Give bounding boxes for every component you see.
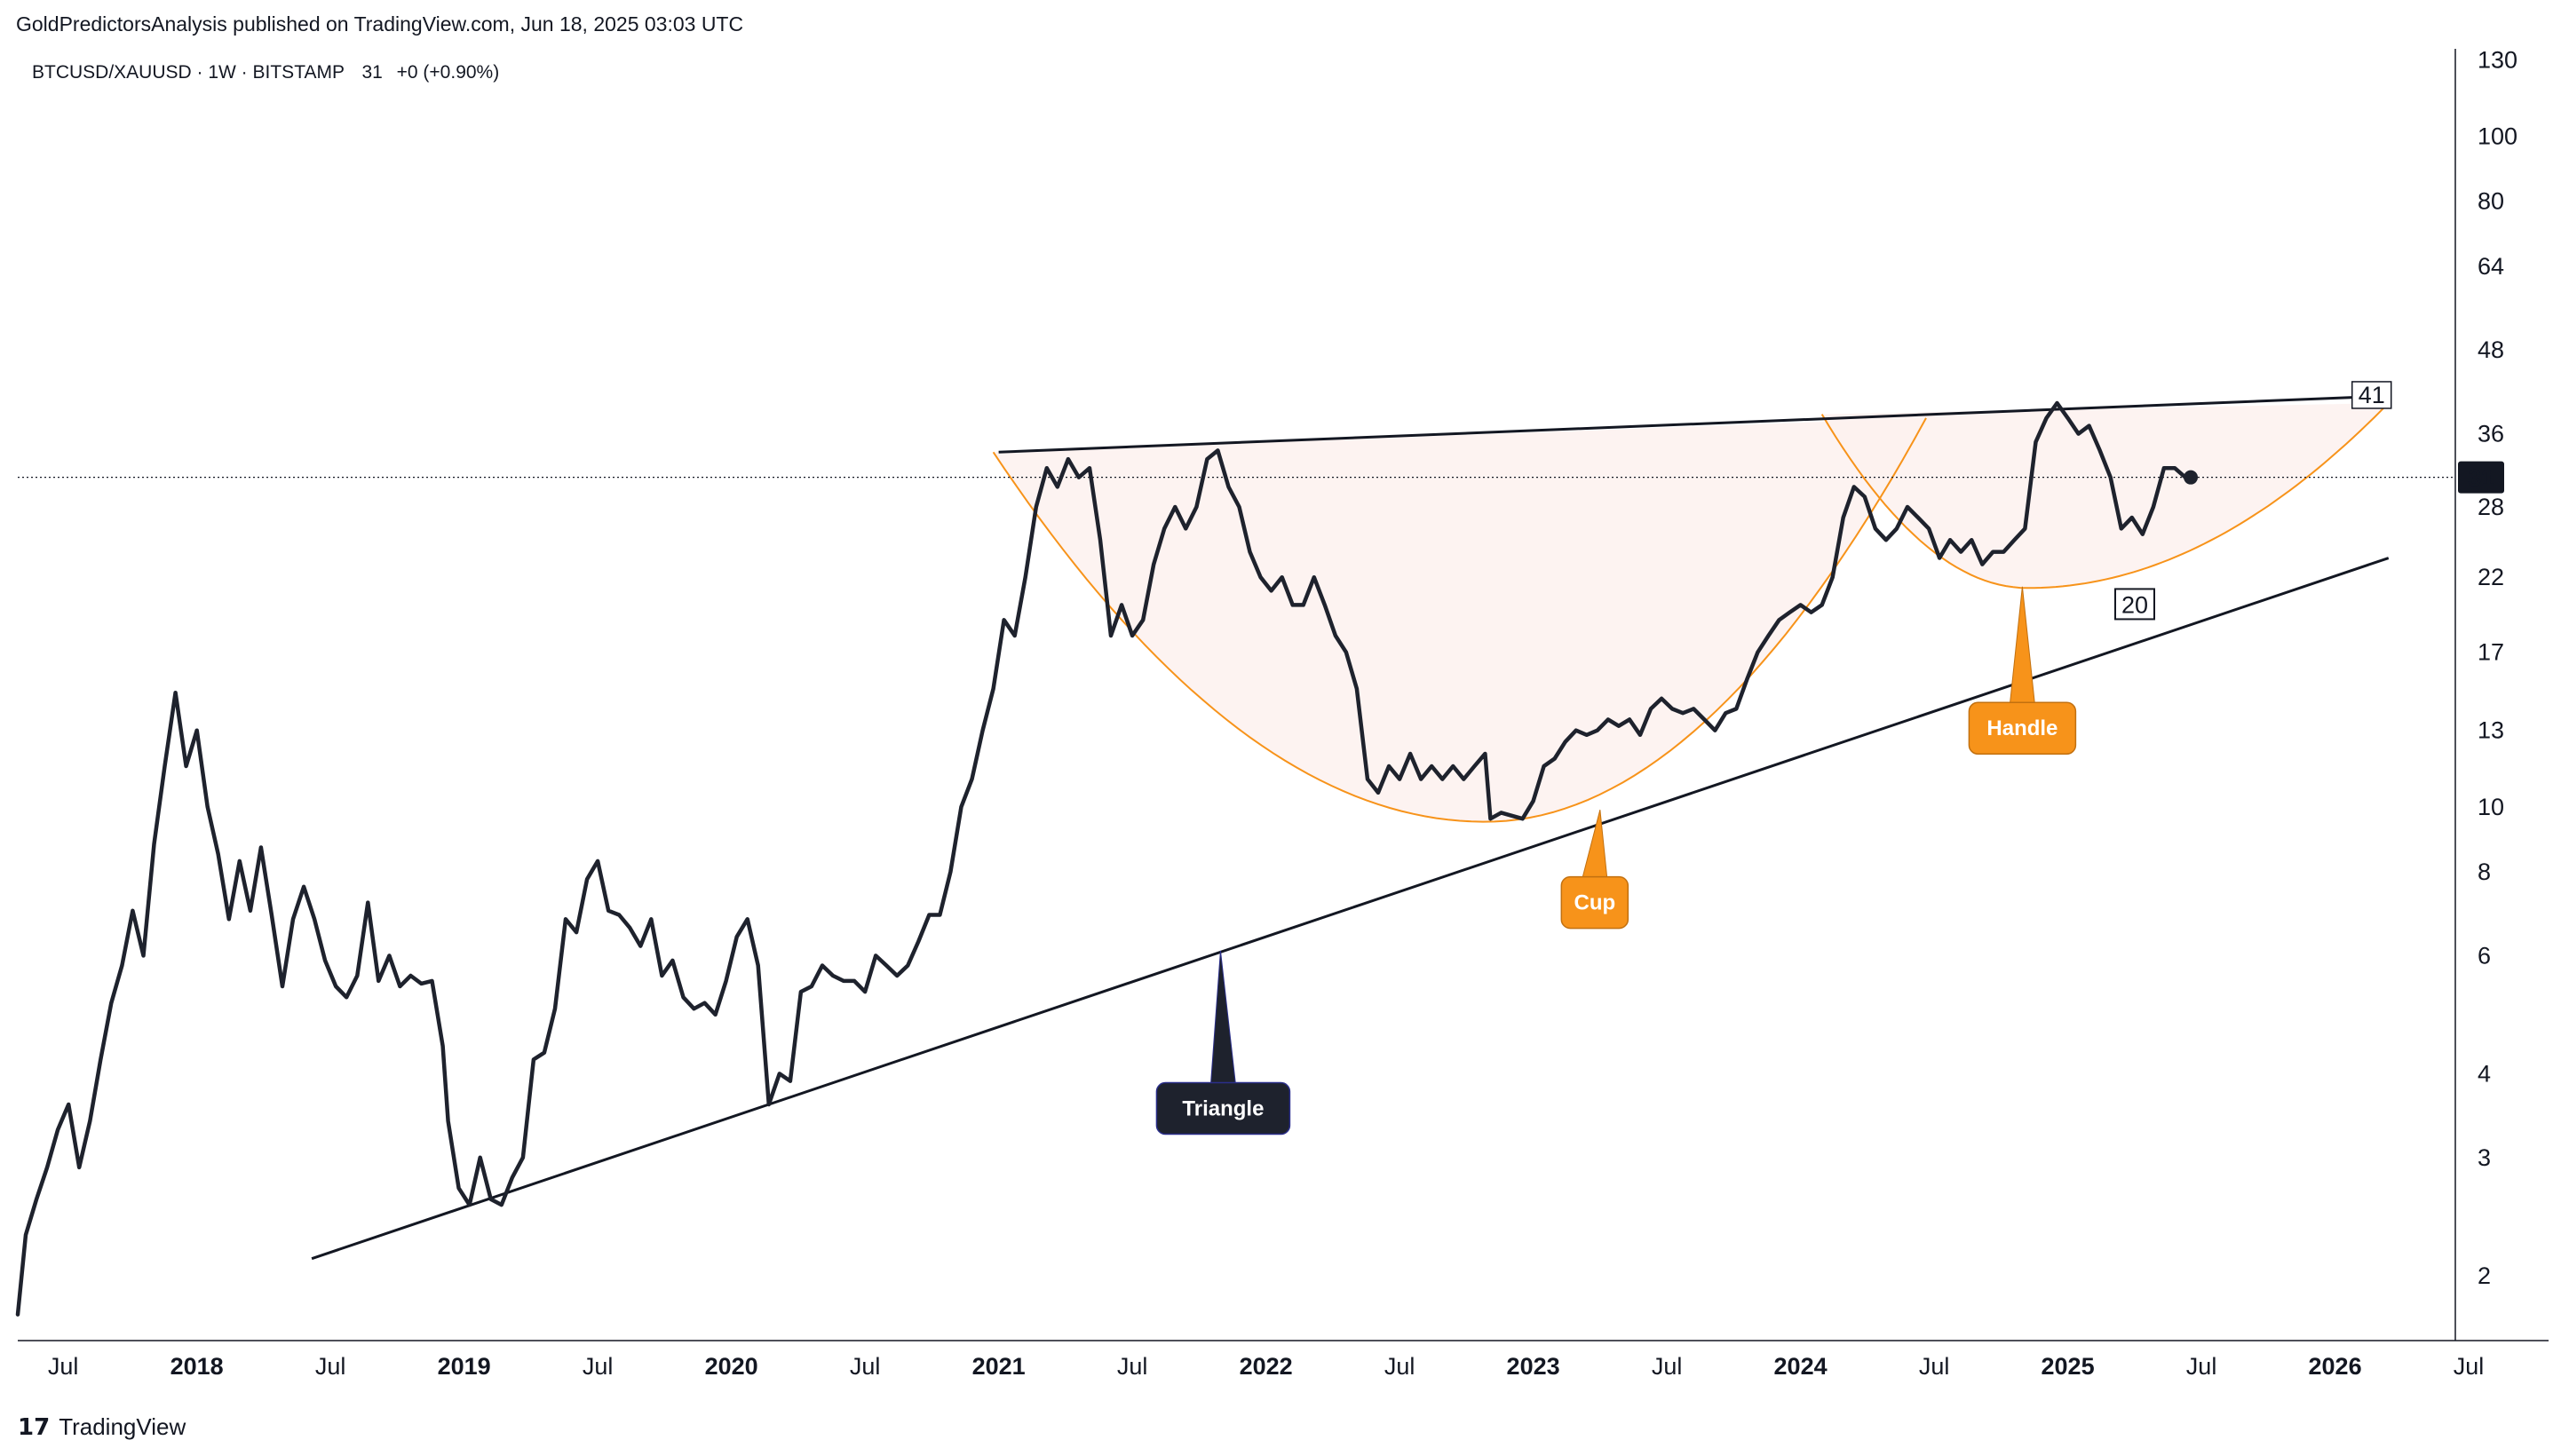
last-price-badge bbox=[2458, 461, 2504, 494]
annotations: Triangle Cup Handle bbox=[1155, 586, 2077, 1136]
cup-curves bbox=[992, 402, 2390, 823]
y-tick-label: 100 bbox=[2478, 123, 2517, 149]
price-line bbox=[15, 400, 2188, 1317]
x-tick-label: 2018 bbox=[170, 1353, 224, 1380]
tradingview-logo-icon[interactable]: 17 bbox=[18, 1413, 51, 1441]
y-tick-label: 130 bbox=[2478, 46, 2517, 73]
tradingview-brand[interactable]: TradingView bbox=[59, 1413, 186, 1440]
y-tick-label: 4 bbox=[2478, 1060, 2491, 1087]
triangle-pointer bbox=[1209, 950, 1237, 1086]
handle-label: Handle bbox=[1986, 716, 2058, 740]
x-tick-label: Jul bbox=[850, 1353, 881, 1380]
x-tick-label: Jul bbox=[583, 1353, 614, 1380]
cup-bubble bbox=[1560, 875, 1629, 930]
x-tick-label: Jul bbox=[315, 1353, 346, 1380]
x-tick-label: Jul bbox=[1384, 1353, 1415, 1380]
resistance-label-box bbox=[2351, 381, 2392, 409]
cup-pointer bbox=[1582, 809, 1608, 880]
resistance-trendline bbox=[998, 394, 2389, 454]
y-tick-label: 36 bbox=[2478, 421, 2504, 447]
triangle-label: Triangle bbox=[1182, 1097, 1264, 1121]
x-tick-label: 2020 bbox=[705, 1353, 758, 1380]
x-tick-label: 2019 bbox=[438, 1353, 491, 1380]
triangle-bubble bbox=[1155, 1081, 1291, 1136]
price-series bbox=[15, 400, 2199, 1317]
y-tick-label: 28 bbox=[2478, 494, 2504, 520]
y-tick-label: 3 bbox=[2478, 1144, 2491, 1171]
y-tick-label: 6 bbox=[2478, 942, 2491, 969]
x-tick-label: 2025 bbox=[2042, 1353, 2095, 1380]
y-tick-label: 17 bbox=[2478, 639, 2504, 666]
cup-fill-layer bbox=[993, 403, 2389, 822]
support-label: 20 bbox=[2121, 591, 2148, 618]
last-price-marker bbox=[2184, 470, 2199, 485]
trendlines: 41 20 bbox=[18, 381, 2455, 1261]
x-tick-label: 2024 bbox=[1774, 1353, 1828, 1380]
support-label-box bbox=[2114, 588, 2155, 621]
big-cup-fill bbox=[993, 417, 1926, 822]
x-tick-label: Jul bbox=[48, 1353, 79, 1380]
y-tick-label: 80 bbox=[2478, 188, 2504, 215]
x-tick-label: Jul bbox=[2454, 1353, 2485, 1380]
handle-pointer bbox=[2009, 586, 2035, 705]
last-value: 31 bbox=[361, 62, 383, 83]
x-tick-label: 2021 bbox=[972, 1353, 1026, 1380]
support-trendline bbox=[311, 557, 2390, 1261]
y-tick-label: 64 bbox=[2478, 253, 2504, 280]
y-tick-label: 13 bbox=[2478, 717, 2504, 744]
x-tick-label: Jul bbox=[1652, 1353, 1683, 1380]
y-tick-label: 8 bbox=[2478, 859, 2491, 885]
x-tick-label: 2023 bbox=[1507, 1353, 1560, 1380]
change-value: +0 (+0.90%) bbox=[396, 62, 500, 83]
small-cup-fill bbox=[1821, 403, 2389, 589]
x-tick-label: Jul bbox=[1919, 1353, 1950, 1380]
handle-bubble bbox=[1968, 701, 2077, 755]
y-tick-label: 22 bbox=[2478, 564, 2504, 590]
footer: 17 TradingView bbox=[18, 1413, 186, 1441]
small-cup-curve bbox=[1820, 402, 2390, 590]
y-tick-label: 10 bbox=[2478, 794, 2504, 820]
x-tick-label: 2026 bbox=[2309, 1353, 2362, 1380]
publisher-header: GoldPredictorsAnalysis published on Trad… bbox=[16, 12, 744, 36]
last-price-badge-label: 31 bbox=[2468, 465, 2494, 492]
resistance-label: 41 bbox=[2359, 382, 2385, 408]
symbol-label: BTCUSD/XAUUSD · 1W · BITSTAMP bbox=[32, 62, 345, 83]
cup-label: Cup bbox=[1574, 891, 1615, 915]
x-tick-label: Jul bbox=[1117, 1353, 1148, 1380]
big-cup-curve bbox=[992, 417, 1927, 823]
y-tick-label: 48 bbox=[2478, 336, 2504, 363]
x-tick-label: 2022 bbox=[1240, 1353, 1293, 1380]
y-tick-label: 2 bbox=[2478, 1262, 2491, 1289]
x-tick-label: Jul bbox=[2186, 1353, 2217, 1380]
symbol-legend: BTCUSD/XAUUSD · 1W · BITSTAMP 31 +0 (+0.… bbox=[32, 62, 499, 83]
